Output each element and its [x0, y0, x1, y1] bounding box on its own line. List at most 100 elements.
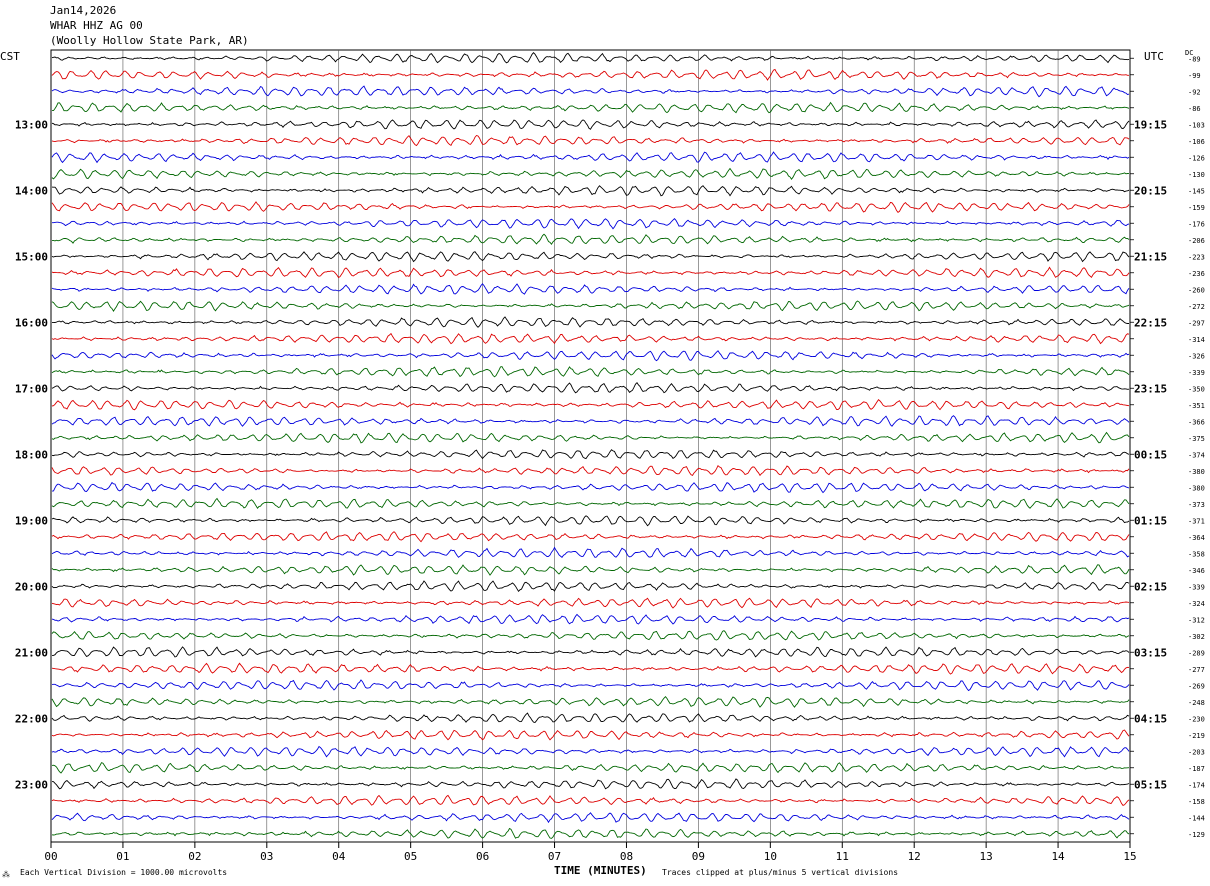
dc-offset-label: -326	[1188, 352, 1205, 360]
seismic-trace-31	[51, 546, 1130, 558]
dc-offset-label: -314	[1188, 336, 1205, 344]
dc-offset-label: -364	[1188, 534, 1205, 542]
seismic-trace-5	[51, 119, 1130, 130]
utc-hour-label: 22:15	[1134, 316, 1167, 329]
dc-offset-label: -351	[1188, 402, 1205, 410]
x-tick-label: 11	[836, 850, 849, 863]
utc-hour-label: 04:15	[1134, 712, 1167, 725]
seismic-trace-15	[51, 283, 1130, 295]
utc-hour-label: 01:15	[1134, 514, 1167, 527]
plot-frame	[50, 49, 1131, 843]
dc-offset-label: -269	[1188, 682, 1205, 690]
station-location: (Woolly Hollow State Park, AR)	[50, 34, 249, 47]
seismic-trace-38	[51, 662, 1130, 675]
x-tick-label: 03	[260, 850, 273, 863]
seismic-trace-25	[51, 449, 1130, 460]
cst-hour-label: 23:00	[15, 778, 48, 791]
dc-offset-label: -144	[1188, 814, 1205, 822]
seismic-trace-41	[51, 712, 1130, 724]
dc-offset-label: -339	[1188, 583, 1205, 591]
dc-offset-label: -358	[1188, 550, 1205, 558]
cst-hour-label: 17:00	[15, 382, 48, 395]
seismic-trace-13	[51, 251, 1130, 263]
seismic-trace-2	[51, 68, 1129, 81]
x-tick-label: 04	[332, 850, 346, 863]
dc-offset-label: -272	[1188, 303, 1205, 311]
dc-offset-label: -312	[1188, 616, 1205, 624]
dc-offset-label: -176	[1188, 220, 1205, 228]
dc-offset-label: -130	[1188, 171, 1205, 179]
seismic-trace-18	[51, 332, 1130, 345]
x-tick-label: 05	[404, 850, 417, 863]
dc-offset-label: -99	[1188, 72, 1201, 80]
dc-offset-label: -380	[1188, 468, 1205, 476]
utc-hour-label: 02:15	[1134, 580, 1167, 593]
dc-offset-label: -277	[1188, 666, 1205, 674]
logo-mark: ⁂	[2, 870, 10, 879]
dc-offset-label: -260	[1188, 286, 1205, 294]
dc-offset-label: -375	[1188, 435, 1205, 443]
x-tick-label: 10	[764, 850, 777, 863]
dc-offset-label: -206	[1188, 237, 1205, 245]
seismic-trace-6	[51, 134, 1130, 147]
clip-note: Traces clipped at plus/minus 5 vertical …	[662, 868, 899, 877]
cst-hour-label: 14:00	[15, 184, 48, 197]
seismic-trace-7	[51, 151, 1130, 164]
x-tick-label: 14	[1051, 850, 1065, 863]
dc-offset-label: -203	[1188, 748, 1205, 756]
seismic-trace-35	[51, 613, 1130, 625]
seismic-trace-36	[51, 630, 1130, 641]
utc-label: UTC	[1144, 50, 1164, 63]
cst-hour-label: 18:00	[15, 448, 48, 461]
x-tick-label: 00	[44, 850, 57, 863]
seismic-trace-11	[52, 218, 1130, 230]
seismic-trace-47	[51, 812, 1130, 824]
seismic-trace-8	[51, 167, 1130, 180]
seismic-trace-23	[51, 415, 1130, 427]
seismic-trace-24	[51, 431, 1130, 444]
cst-hour-label: 13:00	[15, 118, 48, 131]
seismic-trace-43	[51, 745, 1130, 758]
utc-hour-label: 23:15	[1134, 382, 1167, 395]
seismic-trace-1	[51, 52, 1130, 64]
dc-offset-label: -89	[1188, 55, 1201, 63]
seismic-trace-17	[51, 316, 1129, 328]
cst-hour-label: 15:00	[15, 250, 48, 263]
cst-hour-label: 22:00	[15, 712, 48, 725]
x-tick-label: 08	[620, 850, 633, 863]
dc-offset-label: -339	[1188, 369, 1205, 377]
seismic-trace-16	[51, 300, 1130, 312]
cst-label: CST	[0, 50, 20, 63]
x-tick-label: 13	[980, 850, 993, 863]
seismic-trace-26	[51, 464, 1130, 477]
utc-hour-label: 00:15	[1134, 448, 1167, 461]
seismic-trace-9	[51, 185, 1130, 197]
seismic-trace-39	[51, 679, 1130, 692]
seismic-trace-40	[51, 696, 1130, 708]
x-axis-title: TIME (MINUTES)	[554, 864, 647, 877]
dc-offset-label: -236	[1188, 270, 1205, 278]
seismic-trace-14	[51, 266, 1130, 279]
dc-offset-label: -366	[1188, 418, 1205, 426]
dc-offset-label: -158	[1188, 798, 1205, 806]
seismic-trace-12	[52, 233, 1130, 245]
dc-offset-label: -126	[1188, 154, 1205, 162]
dc-label: DC	[1185, 49, 1194, 57]
plot-date: Jan14,2026	[50, 4, 117, 17]
dc-offset-label: -187	[1188, 765, 1205, 773]
dc-offset-label: -145	[1188, 187, 1205, 195]
seismic-trace-22	[51, 399, 1130, 411]
dc-offset-label: -223	[1188, 253, 1205, 261]
dc-offset-label: -373	[1188, 501, 1205, 509]
dc-offset-label: -380	[1188, 484, 1205, 492]
x-tick-label: 01	[116, 850, 129, 863]
cst-hour-label: 20:00	[15, 580, 48, 593]
x-tick-label: 02	[188, 850, 201, 863]
dc-offset-label: -374	[1188, 451, 1205, 459]
x-tick-label: 09	[692, 850, 705, 863]
seismic-trace-33	[51, 580, 1130, 593]
dc-offset-label: -248	[1188, 699, 1205, 707]
utc-hour-label: 21:15	[1134, 250, 1167, 263]
scale-note: Each Vertical Division = 1000.00 microvo…	[20, 868, 228, 877]
dc-offset-label: -106	[1188, 138, 1205, 146]
